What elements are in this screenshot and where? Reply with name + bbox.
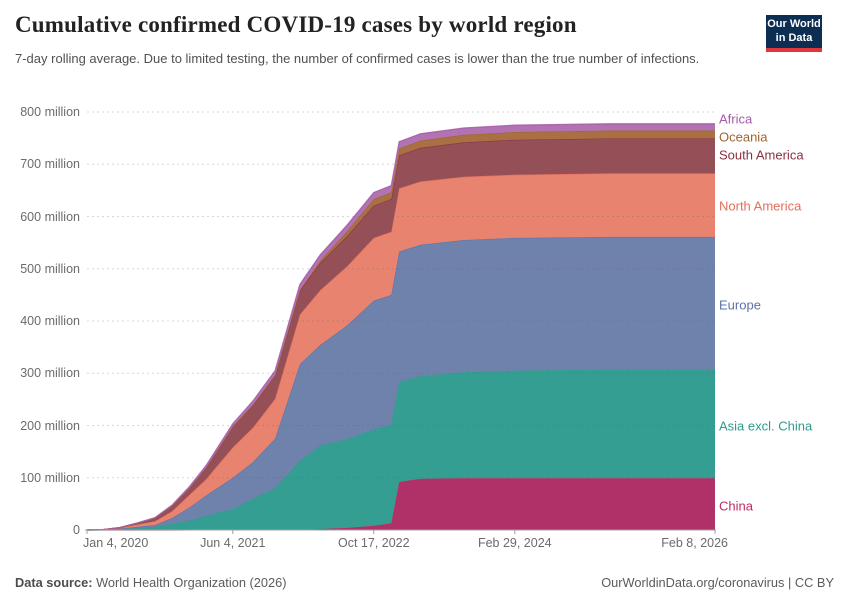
y-axis-tick-label: 300 million <box>20 366 80 381</box>
page-subtitle: 7-day rolling average. Due to limited te… <box>15 51 700 66</box>
x-axis-tick-label: Jun 4, 2021 <box>200 536 266 550</box>
series-label-africa[interactable]: Africa <box>719 111 753 127</box>
series-label-oceania[interactable]: Oceania <box>719 129 768 145</box>
x-axis-tick-label: Jan 4, 2020 <box>83 536 149 550</box>
area-outline <box>86 123 715 531</box>
area-europe[interactable] <box>87 236 715 530</box>
x-axis-tick-label: Feb 8, 2026 <box>661 536 728 550</box>
series-label-europe[interactable]: Europe <box>719 297 761 313</box>
area-asia-excl-china[interactable] <box>87 369 715 530</box>
owid-logo-line1: Our World <box>767 17 821 30</box>
series-label-north-america[interactable]: North America <box>719 198 802 214</box>
x-axis-tick-label: Feb 29, 2024 <box>477 536 552 550</box>
footer-data-source: Data source: World Health Organization (… <box>15 575 286 590</box>
owid-logo-line2: in Data <box>775 31 813 44</box>
owid-logo-box: Our World in Data <box>766 15 822 48</box>
y-axis-tick-label: 200 million <box>20 418 80 433</box>
area-south-america[interactable] <box>87 138 715 530</box>
y-axis-tick-label: 0 <box>73 523 80 537</box>
y-axis-tick-label: 700 million <box>20 157 80 172</box>
y-axis-tick-label: 600 million <box>20 209 80 224</box>
owid-logo-red-bar <box>766 48 822 52</box>
y-axis-tick-label: 400 million <box>20 314 80 328</box>
footer-credit-link[interactable]: OurWorldinData.org/coronavirus | CC BY <box>601 575 834 590</box>
series-label-south-america[interactable]: South America <box>719 147 804 163</box>
y-axis-tick-label: 500 million <box>20 261 80 276</box>
series-label-asia-excl-china[interactable]: Asia excl. China <box>719 418 813 434</box>
y-axis-tick-label: 100 million <box>20 470 80 485</box>
x-axis-tick-label: Oct 17, 2022 <box>337 536 410 550</box>
owid-logo[interactable]: Our World in Data <box>766 15 822 52</box>
footer-data-source-label: Data source: <box>15 575 93 590</box>
series-label-china[interactable]: China <box>719 498 753 514</box>
page-title: Cumulative confirmed COVID-19 cases by w… <box>15 12 577 37</box>
footer-data-source-value: World Health Organization (2026) <box>92 575 287 590</box>
y-axis-tick-label: 800 million <box>20 105 80 119</box>
area-north-america[interactable] <box>87 173 715 530</box>
area-china[interactable] <box>87 478 715 530</box>
